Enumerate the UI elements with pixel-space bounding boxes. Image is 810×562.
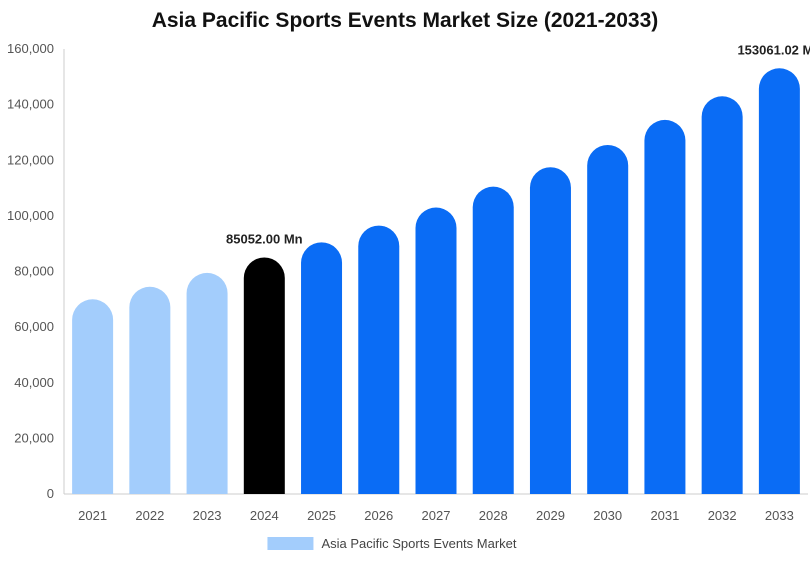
x-tick-label: 2022 bbox=[135, 508, 164, 523]
bar-2022 bbox=[129, 286, 171, 494]
bar-2023 bbox=[186, 272, 228, 494]
data-label-2033: 153061.02 Mn bbox=[737, 42, 810, 57]
chart-title: Asia Pacific Sports Events Market Size (… bbox=[151, 9, 659, 32]
bar-2028 bbox=[472, 186, 514, 494]
x-tick-label: 2024 bbox=[250, 508, 279, 523]
x-tick-label: 2030 bbox=[593, 508, 622, 523]
x-tick-label: 2031 bbox=[650, 508, 679, 523]
y-tick-label: 60,000 bbox=[14, 319, 54, 334]
bar-2024 bbox=[243, 257, 285, 494]
x-tick-label: 2025 bbox=[307, 508, 336, 523]
x-tick-label: 2028 bbox=[479, 508, 508, 523]
bar-2033 bbox=[758, 68, 800, 494]
y-tick-label: 20,000 bbox=[14, 430, 54, 445]
bar-2029 bbox=[529, 167, 571, 494]
x-tick-label: 2026 bbox=[364, 508, 393, 523]
legend-label: Asia Pacific Sports Events Market bbox=[321, 536, 516, 551]
bar-2032 bbox=[701, 96, 743, 494]
bar-2021 bbox=[72, 299, 114, 494]
bar-layer bbox=[72, 68, 800, 494]
legend: Asia Pacific Sports Events Market bbox=[267, 536, 517, 551]
x-tick-label: 2023 bbox=[193, 508, 222, 523]
bar-2030 bbox=[587, 144, 629, 494]
bar-2026 bbox=[358, 225, 400, 494]
x-tick-label: 2027 bbox=[422, 508, 451, 523]
bar-2025 bbox=[301, 242, 343, 494]
y-tick-label: 120,000 bbox=[7, 152, 54, 167]
y-tick-label: 160,000 bbox=[7, 41, 54, 56]
x-tick-label: 2029 bbox=[536, 508, 565, 523]
data-label-2024: 85052.00 Mn bbox=[226, 231, 303, 246]
x-tick-label: 2021 bbox=[78, 508, 107, 523]
legend-swatch bbox=[267, 537, 314, 550]
axis-layer: 0 20,000 40,000 60,000 80,000 100,000 120,000 1… bbox=[7, 41, 808, 523]
bar-2031 bbox=[644, 119, 686, 494]
bar-2027 bbox=[415, 207, 457, 494]
y-tick-label: 80,000 bbox=[14, 264, 54, 279]
x-tick-label: 2033 bbox=[765, 508, 794, 523]
x-tick-label: 2032 bbox=[708, 508, 737, 523]
label-layer: 85052.00 Mn 153061.02 Mn bbox=[226, 42, 810, 246]
y-tick-label: 100,000 bbox=[7, 208, 54, 223]
y-tick-label: 0 bbox=[47, 486, 54, 501]
y-tick-label: 40,000 bbox=[14, 375, 54, 390]
y-tick-label: 140,000 bbox=[7, 97, 54, 112]
